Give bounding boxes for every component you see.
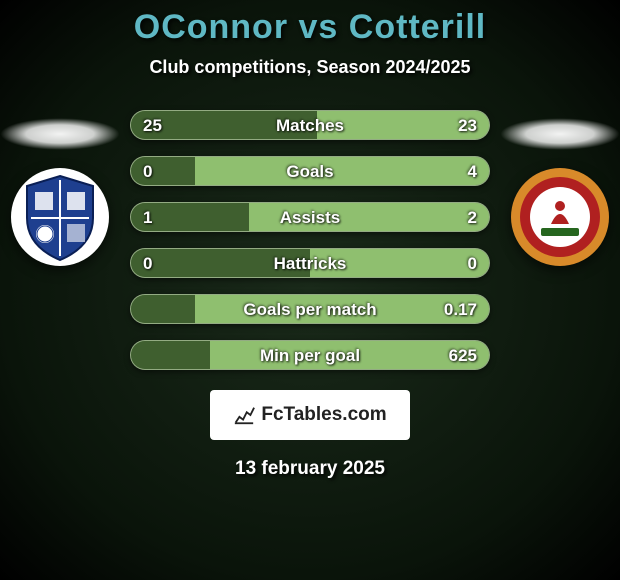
stat-row: Goals0 4	[130, 156, 490, 186]
right-team-crest	[511, 168, 609, 266]
round-crest-icon	[511, 168, 609, 266]
stat-label: Goals per match	[131, 295, 489, 324]
player-left-name: OConnor	[134, 8, 288, 46]
stats-block: Matches2523Goals04Assists12Hattricks00Go…	[130, 110, 490, 370]
stat-row: Assists1 2	[130, 202, 490, 232]
player-right-name: Cotterill	[349, 8, 486, 46]
stat-label: Goals	[131, 157, 489, 186]
vs-separator: vs	[299, 8, 339, 46]
stat-label: Matches	[131, 111, 489, 140]
right-team-block	[500, 118, 620, 266]
stat-label: Min per goal	[131, 341, 489, 370]
stat-value-right: 2	[468, 203, 477, 232]
subtitle: Club competitions, Season 2024/2025	[149, 57, 470, 78]
stat-value-right: 4	[468, 157, 477, 186]
stat-row: Hattricks0 0	[130, 248, 490, 278]
left-team-crest	[11, 168, 109, 266]
attribution-text: FcTables.com	[261, 404, 386, 426]
stat-label: Assists	[131, 203, 489, 232]
spotlight-ellipse-right	[500, 118, 620, 150]
root-container: OConnor vs Cotterill Club competitions, …	[0, 0, 620, 580]
shield-crest-icon	[11, 168, 109, 266]
stat-value-left: 25	[143, 111, 162, 140]
stat-row: Goals per match0.17	[130, 294, 490, 324]
attribution-badge: FcTables.com	[210, 390, 410, 440]
chart-icon	[233, 404, 255, 426]
stat-value-left: 0	[143, 249, 152, 278]
stat-row: Matches25 23	[130, 110, 490, 140]
stat-row: Min per goal625	[130, 340, 490, 370]
date-label: 13 february 2025	[235, 458, 385, 480]
left-team-block	[0, 118, 120, 266]
stat-value-left: 0	[143, 157, 152, 186]
spotlight-ellipse-left	[0, 118, 120, 150]
stat-value-right: 0	[468, 249, 477, 278]
stat-value-right: 23	[458, 111, 477, 140]
stat-value-right: 625	[449, 341, 477, 370]
stat-value-left: 1	[143, 203, 152, 232]
page-title: OConnor vs Cotterill	[134, 8, 487, 47]
stat-label: Hattricks	[131, 249, 489, 278]
stat-value-right: 0.17	[444, 295, 477, 324]
